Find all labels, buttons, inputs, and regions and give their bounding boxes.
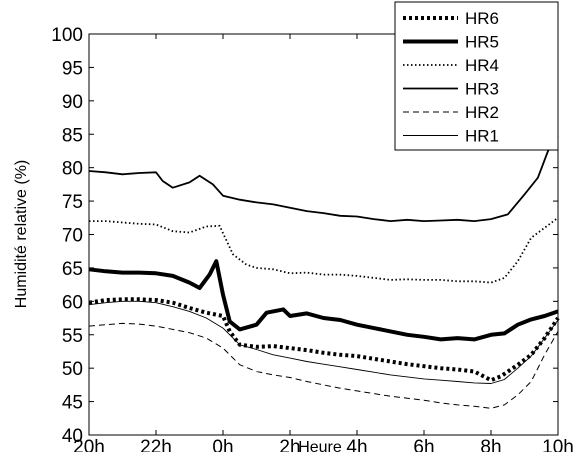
x-tick-label: 10h [542,437,574,452]
legend-label: HR3 [465,80,499,99]
y-tick-label: 45 [62,393,83,414]
y-tick-label: 75 [62,192,83,213]
legend-label: HR4 [465,56,499,75]
series-line-hr6 [88,297,560,383]
legend-label: HR5 [465,33,499,52]
x-tick-label: 8h [480,437,501,452]
x-tick-label: 4h [346,437,367,452]
legend-label: HR2 [465,103,499,122]
series-line-hr2 [88,322,559,409]
x-tick-label: 2h [279,437,300,452]
axis-ticks: 20h 22h 0h 2h 4h 6h 8h 10h 40 45 50 55 60 65 70 75 80 85 9… [51,25,574,452]
legend-label: HR6 [465,9,499,28]
legend: HR6 HR5 HR4 HR3 HR2 HR1 [394,1,559,151]
legend-label: HR1 [465,127,499,146]
y-tick-label: 85 [62,125,83,146]
y-tick-label: 100 [51,25,83,46]
y-tick-label: 95 [62,58,83,79]
y-tick-label: 50 [62,359,83,380]
x-tick-label: 0h [212,437,233,452]
series-line-hr5 [88,259,559,342]
y-tick-label: 70 [62,226,83,247]
y-tick-label: 55 [62,326,83,347]
y-axis-label: Humidité relative (%) [13,160,30,308]
series-lines [88,135,560,409]
y-tick-label: 80 [62,159,83,180]
y-tick-label: 65 [62,259,83,280]
series-line-hr4 [89,217,559,284]
y-tick-label: 60 [62,292,83,313]
x-axis-label: Heure [298,439,342,452]
y-tick-label: 40 [62,426,83,447]
legend-box [394,1,559,151]
x-tick-label: 22h [140,437,172,452]
series-line-hr1 [88,300,559,384]
series-line-hr3 [88,135,559,222]
x-tick-label: 6h [413,437,434,452]
x-tick-label: 20h [73,437,105,452]
y-tick-label: 90 [62,92,83,113]
